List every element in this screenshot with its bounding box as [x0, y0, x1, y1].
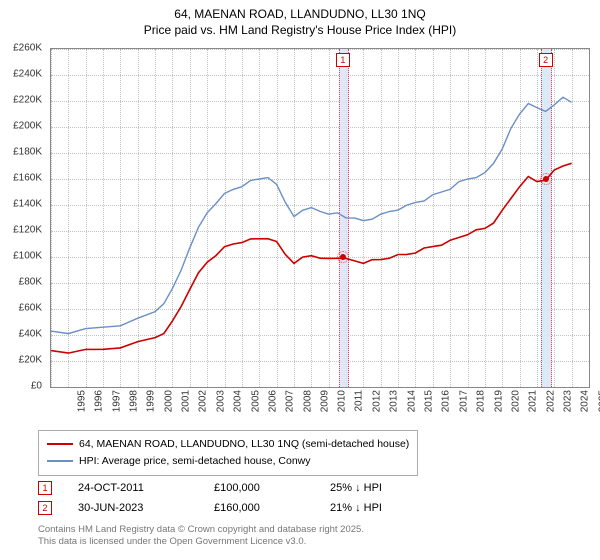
- y-axis-tick-label: £200K: [0, 121, 42, 132]
- legend-row: 64, MAENAN ROAD, LLANDUDNO, LL30 1NQ (se…: [47, 436, 409, 453]
- legend-swatch-1: [47, 443, 73, 445]
- x-axis-tick-label: 2014: [406, 390, 417, 412]
- y-axis-tick-label: £100K: [0, 251, 42, 262]
- x-axis-tick-label: 2006: [267, 390, 278, 412]
- annotation-delta: 25% ↓ HPI: [330, 482, 382, 494]
- footer-attribution: Contains HM Land Registry data © Crown c…: [38, 524, 364, 549]
- x-axis-tick-label: 1998: [128, 390, 139, 412]
- y-axis-tick-label: £180K: [0, 147, 42, 158]
- annotation-marker-num: 2: [38, 501, 52, 515]
- x-axis-tick-label: 2001: [180, 390, 191, 412]
- y-axis-tick-label: £40K: [0, 329, 42, 340]
- marker-number-box: 1: [336, 53, 350, 67]
- y-axis-tick-label: £80K: [0, 277, 42, 288]
- x-axis-tick-label: 1997: [111, 390, 122, 412]
- x-axis-tick-label: 2022: [545, 390, 556, 412]
- x-axis-tick-label: 2013: [389, 390, 400, 412]
- x-axis-tick-label: 2020: [510, 390, 521, 412]
- x-axis-tick-label: 2016: [441, 390, 452, 412]
- footer-line2: This data is licensed under the Open Gov…: [38, 536, 364, 548]
- y-axis-tick-label: £260K: [0, 43, 42, 54]
- y-axis-tick-label: £0: [0, 381, 42, 392]
- x-axis-tick-label: 2007: [285, 390, 296, 412]
- x-axis-tick-label: 1995: [76, 390, 87, 412]
- legend-swatch-2: [47, 460, 73, 462]
- marker-point: [543, 176, 549, 182]
- x-axis-tick-label: 2003: [215, 390, 226, 412]
- series-line-hpi: [51, 97, 572, 333]
- x-axis-tick-label: 2011: [353, 390, 364, 412]
- legend-row: HPI: Average price, semi-detached house,…: [47, 453, 409, 470]
- footer-line1: Contains HM Land Registry data © Crown c…: [38, 524, 364, 536]
- annotation-marker-num: 1: [38, 481, 52, 495]
- annotation-price: £100,000: [214, 482, 304, 494]
- y-axis-tick-label: £160K: [0, 173, 42, 184]
- x-axis-tick-label: 2017: [458, 390, 469, 412]
- chart-plot-area: 12: [50, 48, 590, 388]
- x-axis-tick-label: 2009: [319, 390, 330, 412]
- y-axis-tick-label: £120K: [0, 225, 42, 236]
- chart-title-block: 64, MAENAN ROAD, LLANDUDNO, LL30 1NQ Pri…: [0, 0, 600, 38]
- y-axis-tick-label: £20K: [0, 355, 42, 366]
- annotation-delta: 21% ↓ HPI: [330, 502, 382, 514]
- x-axis-tick-label: 2005: [250, 390, 261, 412]
- annotation-row: 1 24-OCT-2011 £100,000 25% ↓ HPI: [38, 478, 382, 498]
- chart-plot: 12: [51, 49, 589, 387]
- annotation-table: 1 24-OCT-2011 £100,000 25% ↓ HPI 2 30-JU…: [38, 478, 382, 518]
- x-axis-tick-label: 2002: [198, 390, 209, 412]
- legend-label-1: 64, MAENAN ROAD, LLANDUDNO, LL30 1NQ (se…: [79, 436, 409, 453]
- annotation-date: 30-JUN-2023: [78, 502, 188, 514]
- x-axis-tick-label: 2024: [580, 390, 591, 412]
- y-axis-tick-label: £240K: [0, 69, 42, 80]
- x-axis-tick-label: 2004: [232, 390, 243, 412]
- series-line-price_paid: [51, 163, 572, 353]
- x-axis-tick-label: 2019: [493, 390, 504, 412]
- x-axis-tick-label: 2000: [163, 390, 174, 412]
- annotation-date: 24-OCT-2011: [78, 482, 188, 494]
- marker-number-box: 2: [539, 53, 553, 67]
- x-axis-tick-label: 2023: [562, 390, 573, 412]
- chart-legend: 64, MAENAN ROAD, LLANDUDNO, LL30 1NQ (se…: [38, 430, 418, 476]
- series-svg: [51, 49, 589, 387]
- marker-point: [340, 254, 346, 260]
- x-axis-tick-label: 2015: [423, 390, 434, 412]
- y-axis-tick-label: £60K: [0, 303, 42, 314]
- annotation-row: 2 30-JUN-2023 £160,000 21% ↓ HPI: [38, 498, 382, 518]
- x-axis-tick-label: 2018: [475, 390, 486, 412]
- x-axis-tick-label: 2012: [371, 390, 382, 412]
- chart-title-line2: Price paid vs. HM Land Registry's House …: [0, 22, 600, 38]
- x-axis-tick-label: 2021: [527, 390, 538, 412]
- annotation-price: £160,000: [214, 502, 304, 514]
- y-axis-tick-label: £140K: [0, 199, 42, 210]
- x-axis-tick-label: 1999: [146, 390, 157, 412]
- legend-label-2: HPI: Average price, semi-detached house,…: [79, 453, 311, 470]
- figure-root: 64, MAENAN ROAD, LLANDUDNO, LL30 1NQ Pri…: [0, 0, 600, 560]
- x-axis-tick-label: 2010: [337, 390, 348, 412]
- x-axis-tick-label: 2008: [302, 390, 313, 412]
- y-axis-tick-label: £220K: [0, 95, 42, 106]
- chart-title-line1: 64, MAENAN ROAD, LLANDUDNO, LL30 1NQ: [0, 6, 600, 22]
- x-axis-tick-label: 1996: [94, 390, 105, 412]
